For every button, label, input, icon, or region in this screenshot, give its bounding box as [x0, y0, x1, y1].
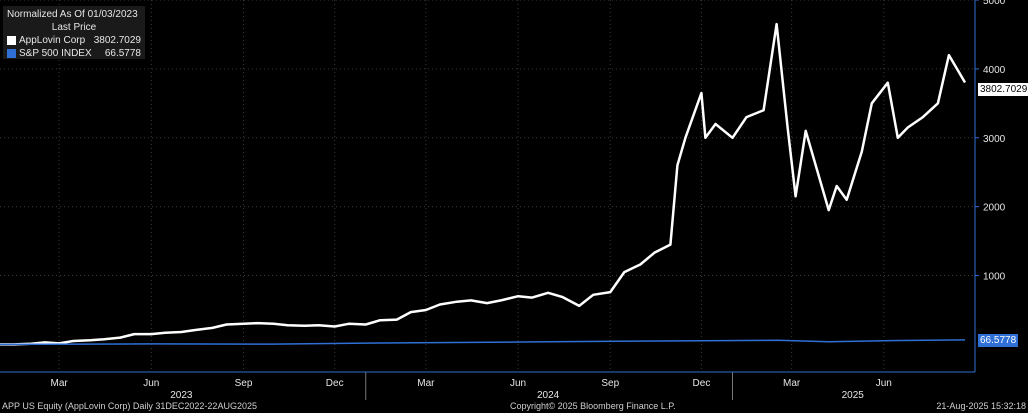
x-tick-label: Sep — [601, 378, 619, 389]
spx-value: 66.5778 — [104, 48, 141, 59]
x-tick-label: Mar — [417, 378, 435, 389]
footer-right: 21-Aug-2025 15:32:18 — [936, 401, 1026, 411]
legend-row-spx: S&P 500 INDEX 66.5778 — [7, 47, 141, 60]
x-tick-label: Jun — [143, 378, 159, 389]
normalized-label: Normalized As Of 01/03/2023 — [7, 9, 138, 20]
x-tick-label: Mar — [783, 378, 801, 389]
footer-left: APP US Equity (AppLovin Corp) Daily 31DE… — [2, 401, 257, 411]
x-tick-label: Jun — [876, 378, 892, 389]
spx-last-tag: 66.5778 — [978, 334, 1019, 347]
spx-name: S&P 500 INDEX — [19, 48, 92, 59]
footer-center: Copyright© 2025 Bloomberg Finance L.P. — [510, 401, 676, 411]
y-tick-label: 3000 — [983, 134, 1006, 145]
applovin-name: AppLovin Corp — [19, 35, 86, 46]
y-tick-label: 1000 — [983, 272, 1006, 283]
x-tick-label: Dec — [693, 378, 711, 389]
legend-row-applovin: AppLovin Corp 3802.7029 — [7, 34, 141, 47]
applovin-price-line — [0, 22, 967, 346]
x-tick-label: Mar — [51, 378, 69, 389]
x-tick-label: Sep — [235, 378, 253, 389]
x-tick-label: Dec — [326, 378, 344, 389]
applovin-last-tag: 3802.7029 — [978, 83, 1028, 96]
x-year-label: 2023 — [170, 390, 193, 401]
spx-price-line — [0, 339, 966, 346]
x-tick-label: Jun — [510, 378, 526, 389]
y-tick-label: 2000 — [983, 203, 1006, 214]
applovin-value: 3802.7029 — [93, 35, 141, 46]
x-year-label: 2025 — [842, 390, 865, 401]
y-tick-label: 4000 — [983, 65, 1006, 76]
x-year-label: 2024 — [537, 390, 560, 401]
chart-legend: Normalized As Of 01/03/2023 Last Price A… — [3, 6, 145, 59]
applovin-swatch — [7, 36, 16, 45]
spx-swatch — [7, 49, 16, 58]
last-price-header: Last Price — [51, 22, 97, 33]
y-tick-label: 5000 — [983, 0, 1006, 7]
